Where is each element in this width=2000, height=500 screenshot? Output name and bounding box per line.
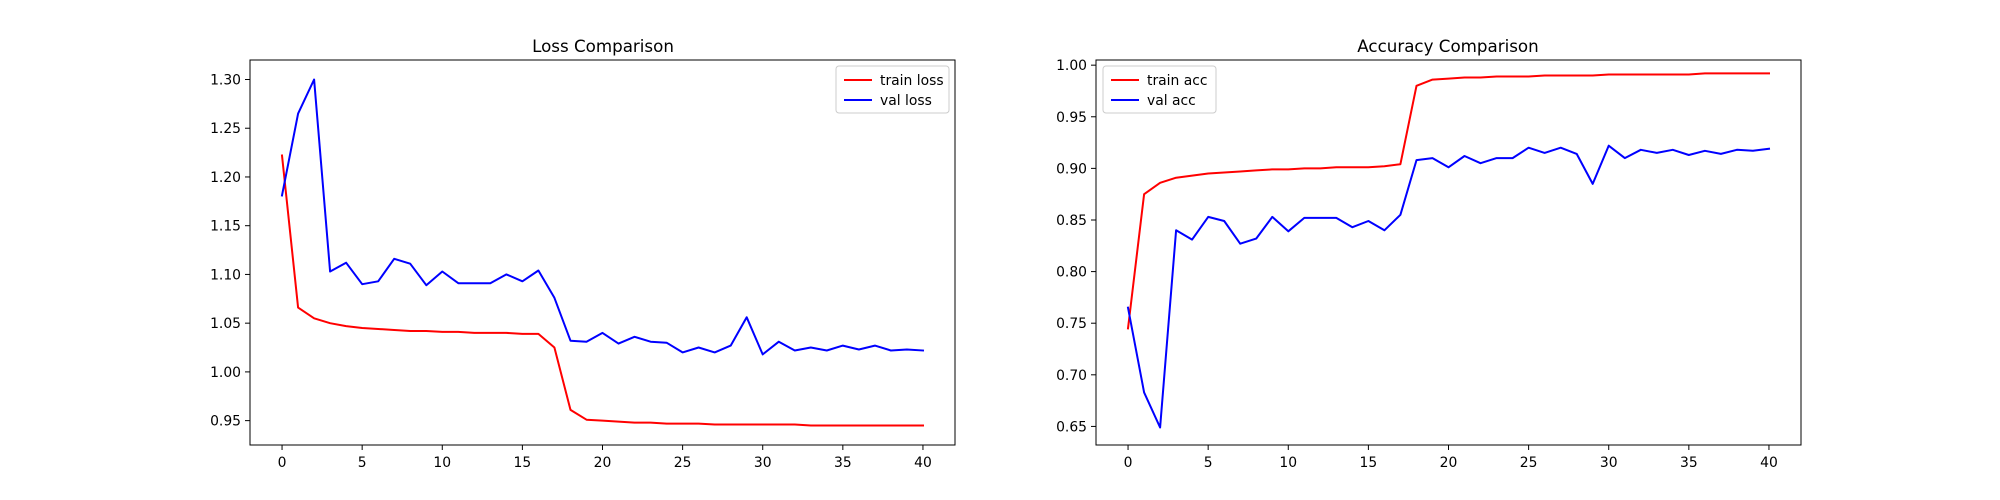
- x-tick-label: 25: [1520, 455, 1538, 471]
- y-tick-label: 1.20: [210, 170, 241, 186]
- y-tick-label: 1.05: [210, 316, 241, 332]
- y-tick-label: 0.95: [1056, 110, 1087, 126]
- x-tick-label: 25: [674, 455, 692, 471]
- y-tick-label: 0.75: [1056, 316, 1087, 332]
- accuracy-plot-area: 0 5 10 15 20 25 30 35 40 0.65 0.70 0.75 0.80 0.85 0.90…: [1056, 58, 1802, 471]
- y-tick-label: 0.80: [1056, 265, 1087, 281]
- x-tick-label: 15: [514, 455, 532, 471]
- legend-box: [1102, 65, 1217, 114]
- x-tick-label: 20: [594, 455, 612, 471]
- legend-label: train loss: [880, 73, 944, 89]
- x-tick-label: 20: [1440, 455, 1458, 471]
- y-tick-label: 1.25: [210, 121, 241, 137]
- y-tick-label: 0.85: [1056, 213, 1087, 229]
- x-tick-label: 30: [754, 455, 772, 471]
- x-tick-label: 15: [1360, 455, 1378, 471]
- x-tick-label: 0: [278, 455, 287, 471]
- x-tick-label: 35: [1680, 455, 1698, 471]
- x-tick-label: 5: [358, 455, 367, 471]
- legend-label: val loss: [880, 93, 932, 109]
- x-tick-label: 30: [1600, 455, 1618, 471]
- y-tick-label: 0.65: [1056, 419, 1087, 435]
- y-tick-label: 1.30: [210, 72, 241, 88]
- series-line-val-loss: [280, 78, 925, 356]
- x-tick-label: 5: [1204, 455, 1213, 471]
- y-tick-label: 0.95: [210, 414, 241, 430]
- legend: train acc val acc: [1102, 65, 1217, 114]
- chart-title: Accuracy Comparison: [1357, 36, 1538, 56]
- legend-box: [835, 65, 950, 114]
- x-tick-label: 40: [914, 455, 932, 471]
- series-line-val-acc: [1126, 144, 1771, 429]
- x-tick-label: 0: [1124, 455, 1133, 471]
- y-tick-label: 0.90: [1056, 161, 1087, 177]
- chart-loss-comparison: Loss Comparison 0 5 10 15 20 25 30 35 40 0.95 1.00…: [210, 36, 956, 471]
- y-tick-label: 1.00: [210, 365, 241, 381]
- series-line-train-acc: [1126, 72, 1770, 330]
- x-tick-label: 35: [834, 455, 852, 471]
- x-tick-label: 40: [1760, 455, 1778, 471]
- y-tick-label: 0.70: [1056, 368, 1087, 384]
- chart-accuracy-comparison: Accuracy Comparison 0 5 10 15 20 25 30 35 40 0.65…: [1056, 36, 1802, 471]
- y-tick-label: 1.00: [1056, 58, 1087, 74]
- legend: train loss val loss: [835, 65, 950, 114]
- series-line-train-loss: [280, 154, 924, 427]
- chart-title: Loss Comparison: [532, 36, 674, 56]
- x-tick-label: 10: [1279, 455, 1297, 471]
- legend-label: val acc: [1147, 93, 1196, 109]
- y-tick-label: 1.10: [210, 267, 241, 283]
- y-tick-label: 1.15: [210, 219, 241, 235]
- loss-plot-area: 0 5 10 15 20 25 30 35 40 0.95 1.00 1.05 1.10 1.15 1.20…: [210, 59, 956, 471]
- x-tick-label: 10: [433, 455, 451, 471]
- legend-label: train acc: [1147, 73, 1208, 89]
